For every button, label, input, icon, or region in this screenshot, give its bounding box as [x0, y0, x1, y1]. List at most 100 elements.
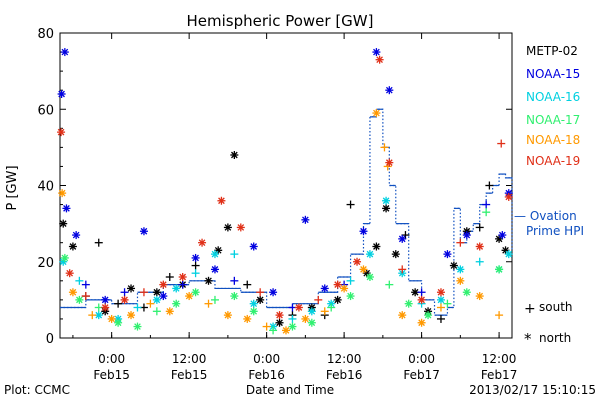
x-tick-time-label: 12:00: [482, 352, 517, 366]
y-tick-label: 40: [37, 180, 54, 195]
x-tick-time-label: 0:00: [98, 352, 125, 366]
y-tick-label: 80: [37, 27, 54, 42]
point-metp-02-north: [391, 250, 400, 259]
point-noaa-15-north: [72, 231, 81, 240]
point-noaa-18-north: [301, 314, 310, 323]
x-tick-date-label: Feb16: [326, 368, 363, 382]
point-noaa-15-north: [101, 295, 110, 304]
point-noaa-16-north: [504, 250, 513, 259]
point-noaa-15-north: [385, 86, 394, 95]
point-noaa-17-north: [495, 265, 504, 274]
point-noaa-18-north: [243, 314, 252, 323]
point-noaa-15-north: [372, 48, 381, 57]
point-noaa-16-north: [210, 250, 219, 259]
point-noaa-18-north: [417, 318, 426, 327]
point-noaa-15-north: [249, 242, 258, 251]
point-noaa-16-north: [456, 265, 465, 274]
point-noaa-18-north: [127, 311, 136, 320]
point-noaa-18-south: [320, 307, 329, 316]
chart-title: Hemispheric Power [GW]: [187, 12, 374, 30]
point-noaa-18-north: [359, 265, 368, 274]
legend-south-symbol: +: [524, 301, 536, 317]
point-metp-02-south: [114, 299, 123, 308]
legend-item-noaa-17: NOAA-17: [526, 113, 580, 127]
point-metp-02-south: [436, 314, 445, 323]
point-metp-02-north: [59, 219, 68, 228]
point-noaa-15-north: [139, 227, 148, 236]
legend-item-metp-02: METP-02: [526, 44, 578, 58]
point-metp-02-north: [275, 318, 284, 327]
point-metp-02-south: [346, 200, 355, 209]
point-noaa-17-north: [230, 292, 239, 301]
point-noaa-17-north: [172, 299, 181, 308]
point-noaa-19-north: [475, 242, 484, 251]
legend-item-noaa-18: NOAA-18: [526, 133, 580, 147]
point-noaa-18-north: [165, 307, 174, 316]
x-tick-date-label: Feb15: [93, 368, 130, 382]
point-noaa-15-north: [210, 265, 219, 274]
point-noaa-15-north: [269, 288, 278, 297]
point-metp-02-south: [191, 261, 200, 270]
point-noaa-16-north: [365, 250, 374, 259]
point-noaa-18-north: [68, 288, 77, 297]
point-noaa-19-north: [436, 288, 445, 297]
point-noaa-15-north: [57, 90, 66, 98]
point-noaa-18-north: [223, 311, 232, 320]
point-noaa-18-north: [107, 314, 116, 323]
point-noaa-15-south: [81, 280, 90, 289]
point-noaa-15-north: [301, 215, 310, 224]
footer-timestamp: 2013/02/17 15:10:15: [469, 383, 596, 397]
point-noaa-17-north: [249, 307, 258, 316]
point-noaa-19-south: [398, 265, 407, 274]
point-metp-02-north: [68, 242, 77, 251]
point-noaa-18-south: [204, 299, 213, 308]
point-noaa-19-south: [314, 295, 323, 304]
point-noaa-16-south: [191, 269, 200, 278]
point-noaa-18-north: [372, 109, 381, 118]
point-noaa-15-north: [359, 227, 368, 236]
point-noaa-18-north: [340, 284, 349, 293]
ovation-layer: [60, 108, 513, 316]
point-noaa-16-north: [172, 284, 181, 293]
point-noaa-17-north: [404, 299, 413, 308]
point-noaa-16-south: [133, 303, 142, 312]
point-noaa-15-south: [417, 288, 426, 297]
y-tick-label: 20: [37, 256, 54, 271]
point-noaa-17-north: [75, 295, 84, 304]
x-tick-time-label: 0:00: [408, 352, 435, 366]
y-tick-label: 0: [46, 332, 54, 347]
point-noaa-17-north: [60, 253, 69, 262]
point-noaa-19-north: [294, 303, 303, 312]
x-tick-time-label: 12:00: [172, 352, 207, 366]
point-noaa-16-south: [346, 276, 355, 285]
point-noaa-19-south: [497, 139, 506, 148]
point-metp-02-south: [243, 280, 252, 289]
point-metp-02-north: [223, 223, 232, 232]
x-tick-date-label: Feb17: [481, 368, 518, 382]
point-noaa-19-north: [120, 295, 129, 304]
point-noaa-16-north: [152, 295, 161, 304]
point-noaa-15-north: [320, 284, 329, 293]
point-noaa-18-north: [185, 292, 194, 301]
legend-item-ovation: — Ovation: [514, 209, 577, 223]
legend-item-noaa-16: NOAA-16: [526, 90, 580, 104]
point-noaa-18-north: [58, 189, 67, 198]
point-noaa-17-south: [327, 303, 336, 312]
point-noaa-17-south: [269, 326, 278, 335]
point-noaa-17-north: [365, 273, 374, 281]
point-noaa-15-north: [462, 231, 471, 240]
point-noaa-19-south: [139, 288, 148, 297]
point-noaa-18-south: [436, 303, 445, 312]
point-metp-02-south: [94, 238, 103, 247]
point-noaa-18-south: [262, 322, 271, 331]
point-noaa-19-north: [417, 295, 426, 304]
point-noaa-16-south: [475, 257, 484, 266]
point-noaa-17-north: [424, 311, 433, 320]
point-noaa-17-north: [462, 288, 471, 297]
point-noaa-17-north: [346, 292, 355, 301]
x-tick-time-label: 12:00: [327, 352, 362, 366]
point-noaa-19-north: [101, 303, 110, 312]
point-noaa-19-north: [198, 238, 207, 247]
point-noaa-19-north: [375, 55, 384, 64]
